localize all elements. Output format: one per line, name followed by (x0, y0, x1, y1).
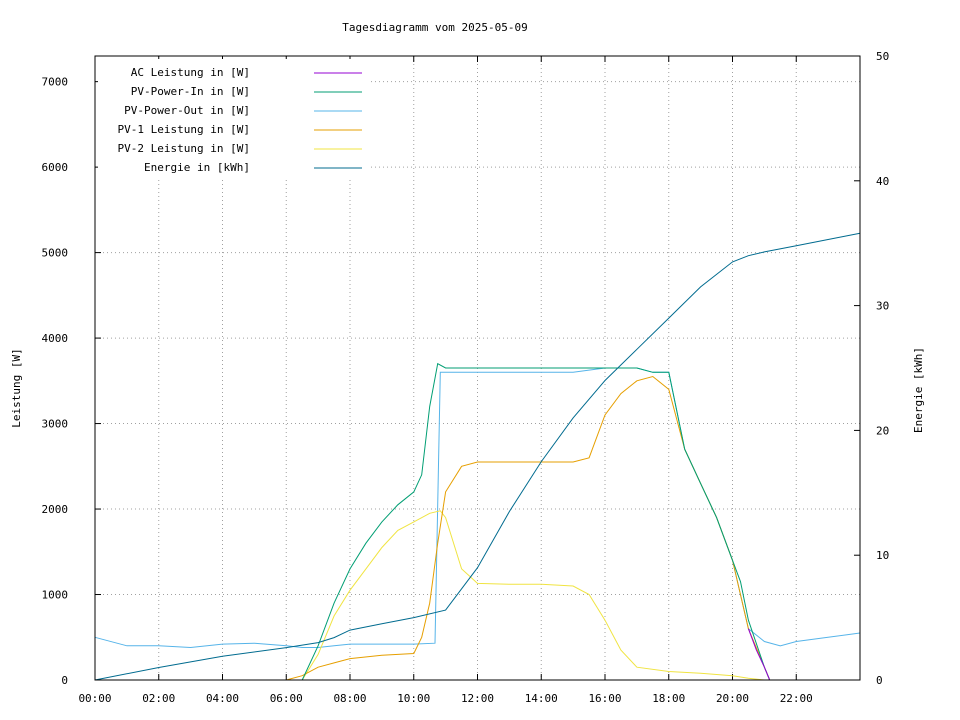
y2-tick-label: 20 (876, 424, 889, 437)
series-lines (94, 232, 861, 681)
x-tick-label: 04:00 (206, 692, 239, 705)
series-line-0 (747, 628, 771, 681)
y-tick-label: 0 (61, 674, 68, 687)
x-tick-label: 16:00 (588, 692, 621, 705)
x-tick-label: 08:00 (333, 692, 366, 705)
legend-label: PV-Power-In in [W] (131, 85, 250, 98)
x-tick-label: 22:00 (780, 692, 813, 705)
y2-tick-label: 50 (876, 50, 889, 63)
chart-title: Tagesdiagramm vom 2025-05-09 (342, 21, 527, 34)
x-tick-label: 12:00 (461, 692, 494, 705)
x-tick-label: 06:00 (270, 692, 303, 705)
y-tick-label: 5000 (42, 247, 69, 260)
series-line-5 (94, 232, 861, 681)
x-tick-label: 02:00 (142, 692, 175, 705)
y-tick-label: 3000 (42, 418, 69, 431)
y-tick-label: 1000 (42, 589, 69, 602)
axis-ticks: 00:00 02:00 04:00 06:00 08:00 10:00 12:00 14:00… (42, 50, 890, 705)
x-tick-label: 10:00 (397, 692, 430, 705)
y-tick-label: 2000 (42, 503, 69, 516)
plot-frame (94, 55, 861, 681)
x-tick-label: 00:00 (78, 692, 111, 705)
legend-label: Energie in [kWh] (144, 161, 250, 174)
y-tick-label: 4000 (42, 332, 69, 345)
x-tick-label: 20:00 (716, 692, 749, 705)
series-line-4 (301, 510, 765, 681)
y2-tick-label: 30 (876, 300, 889, 313)
y-tick-label: 7000 (42, 76, 69, 89)
y2-tick-label: 40 (876, 175, 889, 188)
series-line-1 (301, 362, 771, 681)
y2-tick-label: 10 (876, 549, 889, 562)
y-tick-label: 6000 (42, 161, 69, 174)
legend: AC Leistung in [W] PV-Power-In in [W] PV-P… (98, 59, 368, 177)
y2-axis-label: Energie [kWh] (912, 347, 925, 433)
series-line-3 (286, 375, 771, 681)
y2-tick-label: 0 (876, 674, 883, 687)
x-tick-label: 14:00 (525, 692, 558, 705)
legend-label: PV-1 Leistung in [W] (118, 123, 250, 136)
legend-label: PV-Power-Out in [W] (124, 104, 250, 117)
legend-label: PV-2 Leistung in [W] (118, 142, 250, 155)
y-axis-label: Leistung [W] (10, 348, 23, 427)
x-tick-label: 18:00 (652, 692, 685, 705)
legend-background (98, 59, 368, 177)
legend-label: AC Leistung in [W] (131, 66, 250, 79)
